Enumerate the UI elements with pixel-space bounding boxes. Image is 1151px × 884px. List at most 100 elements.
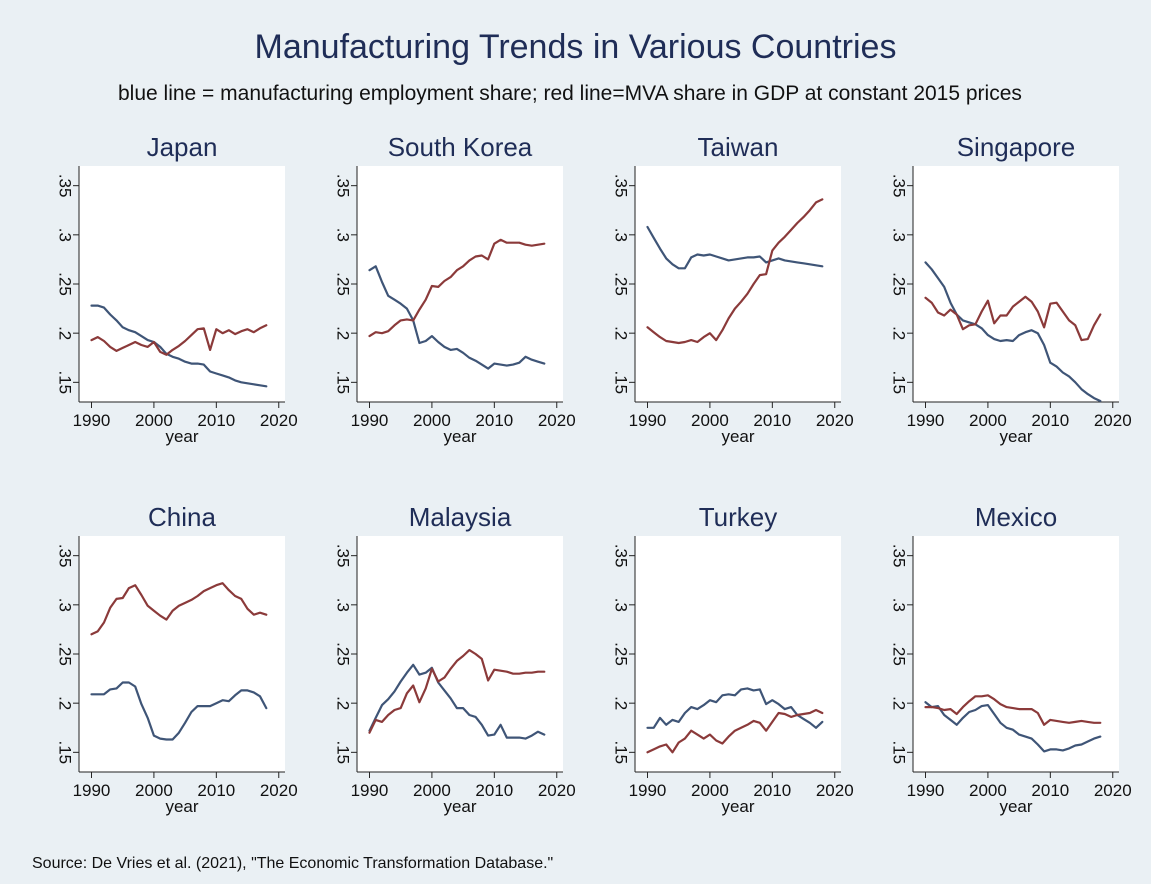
panel-title: China	[148, 502, 216, 532]
y-tick-label: .15	[612, 741, 631, 765]
mva-line	[368, 648, 546, 734]
x-axis-label: year	[999, 427, 1032, 446]
panel-turkey: Turkey .15 .2 .25 .3 .35 1990 2000 2010 2020 year	[612, 502, 854, 816]
plot-area	[635, 536, 841, 772]
y-tick-label: .3	[56, 598, 75, 612]
y-tick-label: .35	[890, 544, 909, 568]
mva-line	[924, 694, 1102, 726]
x-tick-label: 2000	[135, 781, 173, 800]
panel-japan: Japan .15 .2 .25 .3 .35 1990 2000 2010 2020 year	[56, 132, 298, 446]
panel-title: Japan	[147, 132, 218, 162]
x-tick-label: 2000	[413, 781, 451, 800]
employment-line	[368, 265, 546, 370]
y-tick-label: .35	[890, 174, 909, 198]
x-tick-label: 2020	[1094, 781, 1132, 800]
x-tick-label: 2010	[475, 781, 513, 800]
y-tick-label: .2	[334, 326, 353, 340]
plot-area	[913, 166, 1119, 402]
mva-line	[646, 708, 824, 754]
x-tick-label: 2010	[197, 781, 235, 800]
panel-taiwan: Taiwan .15 .2 .25 .3 .35 1990 2000 2010 2020 year	[612, 132, 854, 446]
y-tick-label: .2	[56, 696, 75, 710]
y-tick-label: .2	[890, 696, 909, 710]
y-tick-label: .15	[334, 371, 353, 395]
panel-title: Malaysia	[409, 502, 512, 532]
y-tick-label: .25	[56, 272, 75, 296]
plot-area	[357, 536, 563, 772]
panel-title: Turkey	[699, 502, 778, 532]
x-tick-label: 2000	[969, 781, 1007, 800]
y-tick-label: .25	[56, 642, 75, 666]
x-tick-label: 2020	[260, 411, 298, 430]
panel-singapore: Singapore .15 .2 .25 .3 .35 1990 2000 2010 2020 ye…	[890, 132, 1132, 446]
panel-title: Mexico	[975, 502, 1057, 532]
x-axis-label: year	[165, 427, 198, 446]
x-tick-label: 2010	[1031, 781, 1069, 800]
y-tick-label: .3	[612, 228, 631, 242]
y-tick-label: .3	[56, 228, 75, 242]
panel-title: South Korea	[388, 132, 533, 162]
plot-area	[79, 166, 285, 402]
x-tick-label: 1990	[629, 781, 667, 800]
mva-line	[646, 198, 824, 345]
y-tick-label: .25	[334, 272, 353, 296]
y-tick-label: .25	[890, 272, 909, 296]
y-tick-label: .2	[56, 326, 75, 340]
employment-line	[646, 225, 824, 270]
x-axis-label: year	[721, 797, 754, 816]
x-tick-label: 2000	[691, 781, 729, 800]
x-axis-label: year	[165, 797, 198, 816]
x-tick-label: 2000	[691, 411, 729, 430]
y-tick-label: .2	[334, 696, 353, 710]
employment-line	[924, 261, 1102, 403]
panel-china: China .15 .2 .25 .3 .35 1990 2000 2010 2020 year	[56, 502, 298, 816]
y-tick-label: .35	[334, 174, 353, 198]
x-tick-label: 2020	[538, 411, 576, 430]
y-tick-label: .35	[56, 544, 75, 568]
employment-line	[368, 663, 546, 740]
plot-area	[635, 166, 841, 402]
y-tick-label: .3	[334, 598, 353, 612]
y-tick-label: .15	[890, 741, 909, 765]
x-tick-label: 2010	[475, 411, 513, 430]
x-tick-label: 1990	[907, 411, 945, 430]
x-tick-label: 2020	[260, 781, 298, 800]
mva-line	[924, 295, 1102, 342]
x-tick-label: 2010	[753, 781, 791, 800]
panel-title: Taiwan	[698, 132, 779, 162]
y-tick-label: .35	[334, 544, 353, 568]
x-tick-label: 2000	[135, 411, 173, 430]
y-tick-label: .35	[612, 174, 631, 198]
y-tick-label: .25	[334, 642, 353, 666]
mva-line	[90, 324, 268, 356]
x-axis-label: year	[721, 427, 754, 446]
y-tick-label: .3	[890, 228, 909, 242]
employment-line	[924, 701, 1102, 753]
employment-line	[90, 681, 268, 741]
figure-title: Manufacturing Trends in Various Countrie…	[254, 28, 897, 66]
panel-malaysia: Malaysia .15 .2 .25 .3 .35 1990 2000 2010 2020 yea…	[334, 502, 576, 816]
plot-area	[357, 166, 563, 402]
y-tick-label: .2	[612, 326, 631, 340]
figure-subtitle: blue line = manufacturing employment sha…	[118, 82, 1022, 105]
mva-line	[368, 238, 546, 338]
x-axis-label: year	[999, 797, 1032, 816]
x-axis-label: year	[443, 797, 476, 816]
y-tick-label: .3	[334, 228, 353, 242]
x-tick-label: 1990	[907, 781, 945, 800]
y-tick-label: .35	[612, 544, 631, 568]
x-tick-label: 2020	[816, 781, 854, 800]
x-tick-label: 1990	[351, 781, 389, 800]
y-tick-label: .2	[890, 326, 909, 340]
x-tick-label: 2000	[969, 411, 1007, 430]
x-tick-label: 1990	[351, 411, 389, 430]
x-tick-label: 2020	[1094, 411, 1132, 430]
y-tick-label: .15	[334, 741, 353, 765]
y-tick-label: .3	[612, 598, 631, 612]
x-tick-label: 1990	[629, 411, 667, 430]
x-tick-label: 2010	[197, 411, 235, 430]
panel-south-korea: South Korea .15 .2 .25 .3 .35 1990 2000 2010 2020…	[334, 132, 576, 446]
y-tick-label: .25	[890, 642, 909, 666]
y-tick-label: .3	[890, 598, 909, 612]
